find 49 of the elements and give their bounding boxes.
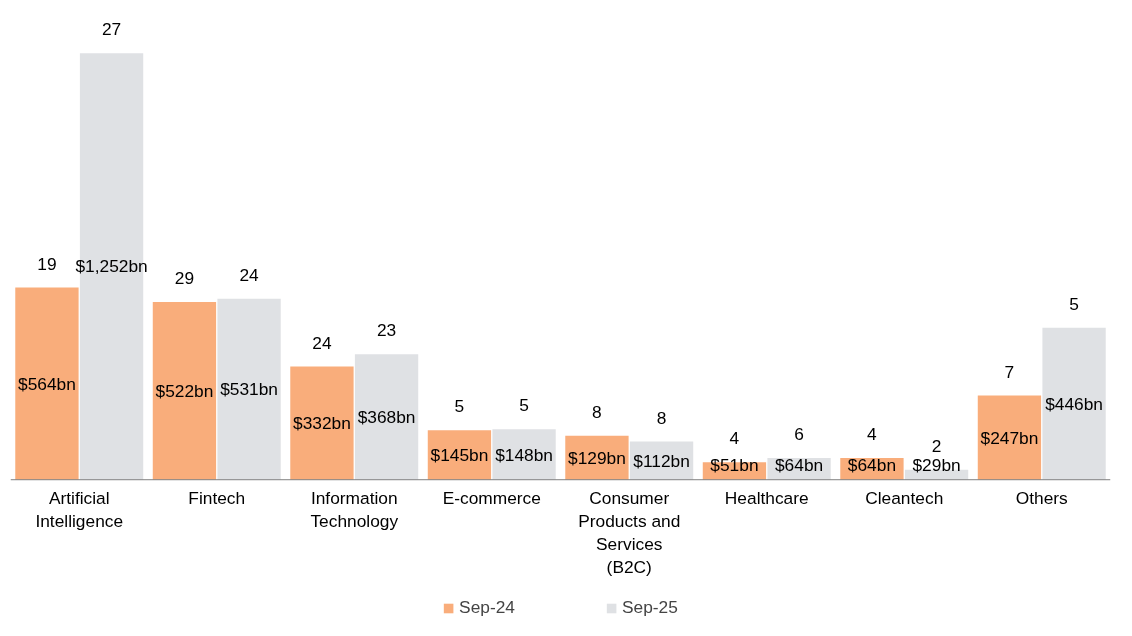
annotation: 5 [1069,293,1079,314]
annotation: 24 [312,332,332,353]
annotation: 19 [37,253,57,274]
data-label: $332bn [293,413,351,434]
annotation: 7 [1004,361,1015,382]
annotation: 23 [376,320,397,341]
data-label: $247bn [980,427,1039,448]
x-tick-label: Information Technology [310,487,399,531]
annotation: 2 [931,435,942,456]
x-tick-label: Healthcare [724,487,809,508]
bar [977,395,1042,480]
annotation: 4 [729,428,740,449]
annotation: 5 [454,396,465,417]
annotation: 24 [239,264,260,285]
legend-label: Sep-24 [459,597,515,618]
data-label: $522bn [155,380,214,401]
bar [15,287,79,480]
x-tick-label: Cleantech [865,487,944,508]
data-label: $446bn [1045,393,1103,414]
data-label: $1,252bn [75,256,148,277]
legend-label: Sep-25 [622,597,678,618]
bar [354,354,419,480]
data-label: $145bn [430,445,489,466]
annotation: 4 [867,423,878,444]
bar [152,301,217,480]
annotation: 8 [592,401,602,422]
data-label: $531bn [220,379,278,400]
data-label: $29bn [912,454,961,475]
annotation: 27 [101,19,122,40]
data-label: $148bn [495,444,553,465]
x-tick-label: Fintech [188,487,246,508]
annotation: 8 [656,407,667,428]
data-label: $368bn [357,407,416,428]
x-tick-label: Consumer Products and Services (B2C) [578,487,681,577]
annotation: 5 [519,395,529,416]
x-tick-label: Artificial Intelligence [35,487,124,531]
data-label: $129bn [568,447,626,468]
data-label: $64bn [847,454,897,475]
x-tick-label: Others [1015,487,1069,508]
bar [290,366,354,480]
data-label: $112bn [633,450,690,471]
bar [1042,327,1106,480]
data-label: $64bn [774,454,824,475]
annotation: 29 [174,267,195,288]
data-label: $564bn [18,373,76,394]
annotation: 6 [794,423,804,444]
data-label: $51bn [710,454,759,475]
x-tick-label: E-commerce [442,487,541,508]
bar [217,298,281,480]
